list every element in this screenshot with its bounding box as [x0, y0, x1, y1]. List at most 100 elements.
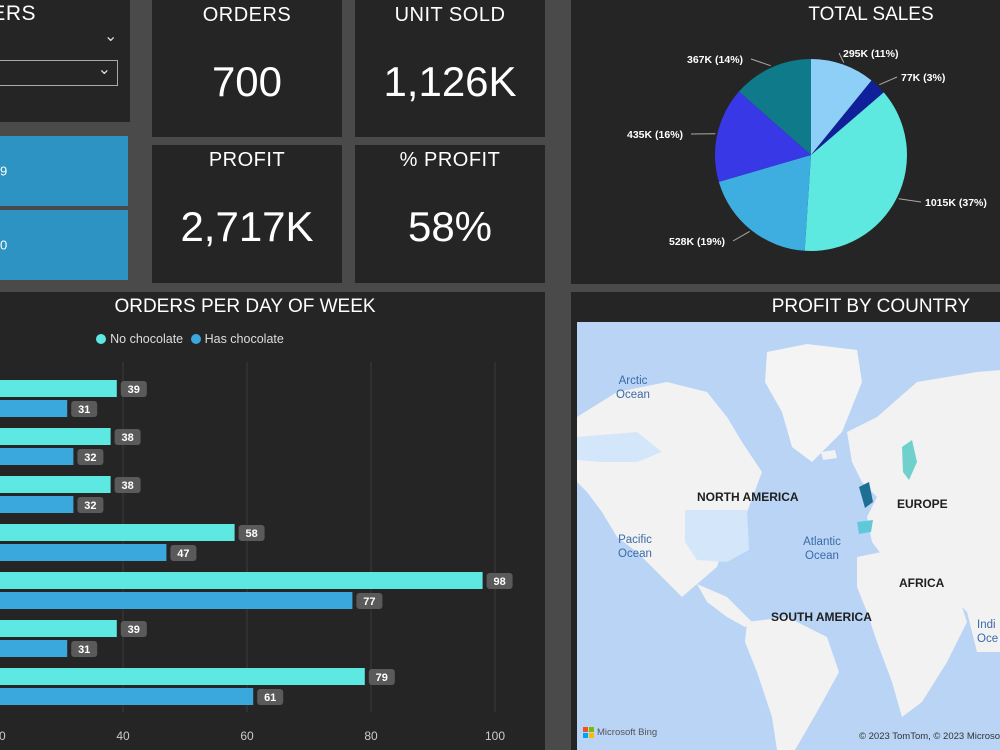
- legend-dot: [96, 334, 107, 344]
- bar-has-chocolate[interactable]: [0, 640, 68, 657]
- x-tick-label: 100: [485, 729, 505, 743]
- bar-no-chocolate[interactable]: [0, 572, 483, 589]
- bar-no-chocolate[interactable]: [0, 620, 117, 637]
- x-tick-label: 60: [240, 729, 254, 743]
- data-label-bg: [486, 573, 513, 589]
- total-sales-panel: TOTAL SALES 295K (11%) 77K (3%) 1015K (37%…: [571, 0, 1000, 284]
- pie-slice[interactable]: [811, 59, 872, 155]
- kpi-profit: PROFIT 2,717K: [152, 145, 342, 283]
- kpi-title: ORDERS: [202, 4, 292, 26]
- bar-has-chocolate[interactable]: [0, 448, 74, 465]
- chevron-down-icon[interactable]: ⌄: [104, 28, 118, 45]
- data-label: 47: [177, 548, 189, 560]
- pie-leader-line: [838, 52, 845, 63]
- x-tick-label: 20: [0, 729, 6, 743]
- legend-item-no-chocolate[interactable]: No chocolate: [96, 332, 183, 346]
- legend-dot: [190, 334, 201, 344]
- data-label: 32: [84, 452, 96, 464]
- kpi-value: 700: [211, 58, 283, 105]
- data-label-bg: [71, 401, 98, 417]
- bing-label: Microsoft Bing: [597, 727, 658, 738]
- x-tick-label: 40: [116, 729, 130, 743]
- continent-label: EUROPE: [897, 497, 948, 511]
- bing-logo: Microsoft Bing: [583, 727, 657, 738]
- data-label-bg: [170, 545, 197, 561]
- microsoft-logo-icon: [583, 727, 594, 738]
- slicer-dropdown[interactable]: ⌄: [0, 60, 118, 86]
- pie-data-label: 295K (11%): [843, 48, 898, 60]
- data-label-bg: [257, 689, 284, 705]
- chevron-down-icon: ⌄: [97, 61, 111, 78]
- side-card-1[interactable]: 9: [0, 136, 128, 206]
- data-label-bg: [77, 497, 104, 513]
- data-label: 31: [78, 644, 90, 656]
- pie-slice[interactable]: [718, 155, 811, 251]
- data-label: 32: [84, 500, 96, 512]
- ocean-label: Arctic Ocean: [616, 375, 650, 401]
- kpi-percent-profit: % PROFIT 58%: [355, 145, 545, 283]
- bar-no-chocolate[interactable]: [0, 668, 365, 685]
- pie-slice[interactable]: [715, 91, 811, 182]
- data-label: 77: [363, 596, 375, 608]
- kpi-title: PROFIT: [208, 149, 286, 171]
- legend-item-has-chocolate[interactable]: Has chocolate: [190, 332, 284, 346]
- chart-legend: No chocolate Has chocolate: [20, 332, 360, 346]
- bar-has-chocolate[interactable]: [0, 592, 353, 609]
- map-copyright[interactable]: © 2023 TomTom, © 2023 Microso: [859, 731, 1000, 742]
- pie-data-label: 528K (19%): [669, 236, 725, 248]
- orders-chart-panel: ORDERS PER DAY OF WEEK No chocolate Has …: [0, 292, 545, 750]
- bar-no-chocolate[interactable]: [0, 428, 111, 445]
- slicer-title: HERS: [0, 2, 36, 25]
- pie-leader-line: [750, 58, 771, 67]
- data-label: 39: [128, 384, 140, 396]
- bar-has-chocolate[interactable]: [0, 496, 74, 513]
- data-label: 31: [78, 404, 90, 416]
- chart-title: PROFIT BY COUNTRY: [771, 296, 971, 317]
- world-map[interactable]: NORTH AMERICA EUROPE AFRICA SOUTH AMERIC…: [577, 322, 1000, 750]
- pie-data-label: 367K (14%): [687, 54, 743, 66]
- map-panel: PROFIT BY COUNTRY NORTH AMERI: [571, 292, 1000, 750]
- continent-label: NORTH AMERICA: [697, 490, 799, 504]
- bar-no-chocolate[interactable]: [0, 380, 117, 397]
- kpi-title: % PROFIT: [399, 149, 501, 171]
- bar-has-chocolate[interactable]: [0, 544, 167, 561]
- data-label-bg: [368, 669, 395, 685]
- data-label-bg: [120, 621, 147, 637]
- data-label-bg: [238, 525, 265, 541]
- ocean-label: Indi Oce: [977, 619, 999, 645]
- pie-slice[interactable]: [804, 92, 907, 252]
- kpi-value: 1,126K: [383, 58, 517, 105]
- bar-no-chocolate[interactable]: [0, 476, 111, 493]
- map-landmasses: [577, 344, 1000, 750]
- data-label: 79: [376, 672, 388, 684]
- bar-has-chocolate[interactable]: [0, 400, 68, 417]
- side-card-2[interactable]: 0: [0, 210, 128, 280]
- pie-data-label: 435K (16%): [627, 129, 683, 141]
- pie-slice[interactable]: [738, 59, 811, 155]
- data-label-bg: [71, 641, 98, 657]
- kpi-title: UNIT SOLD: [394, 4, 506, 26]
- data-label-bg: [77, 449, 104, 465]
- pie-leader-line: [898, 198, 922, 203]
- data-label-bg: [356, 593, 383, 609]
- data-label: 61: [264, 692, 276, 704]
- bar-no-chocolate[interactable]: [0, 524, 235, 541]
- kpi-value: 2,717K: [180, 203, 314, 250]
- continent-label: AFRICA: [899, 576, 945, 590]
- data-label-bg: [114, 477, 141, 493]
- continent-label: SOUTH AMERICA: [771, 610, 872, 624]
- pie-leader-line: [879, 76, 898, 86]
- pie-data-label: 1015K (37%): [925, 197, 987, 209]
- bar-has-chocolate[interactable]: [0, 688, 254, 705]
- pie-slice[interactable]: [811, 80, 884, 155]
- data-label-bg: [120, 381, 147, 397]
- data-label: 38: [121, 432, 133, 444]
- bar-chart: 20 40 60 80 100 39 31 38 32 38 32 58 47 98 77 39 31 79 61: [0, 362, 513, 743]
- chart-title: ORDERS PER DAY OF WEEK: [114, 296, 376, 317]
- side-card-label: 9: [0, 163, 8, 179]
- ocean-label: Pacific Ocean: [618, 534, 652, 560]
- data-label: 38: [121, 480, 133, 492]
- data-label: 58: [245, 528, 257, 540]
- x-tick-label: 80: [364, 729, 378, 743]
- data-label-bg: [114, 429, 141, 445]
